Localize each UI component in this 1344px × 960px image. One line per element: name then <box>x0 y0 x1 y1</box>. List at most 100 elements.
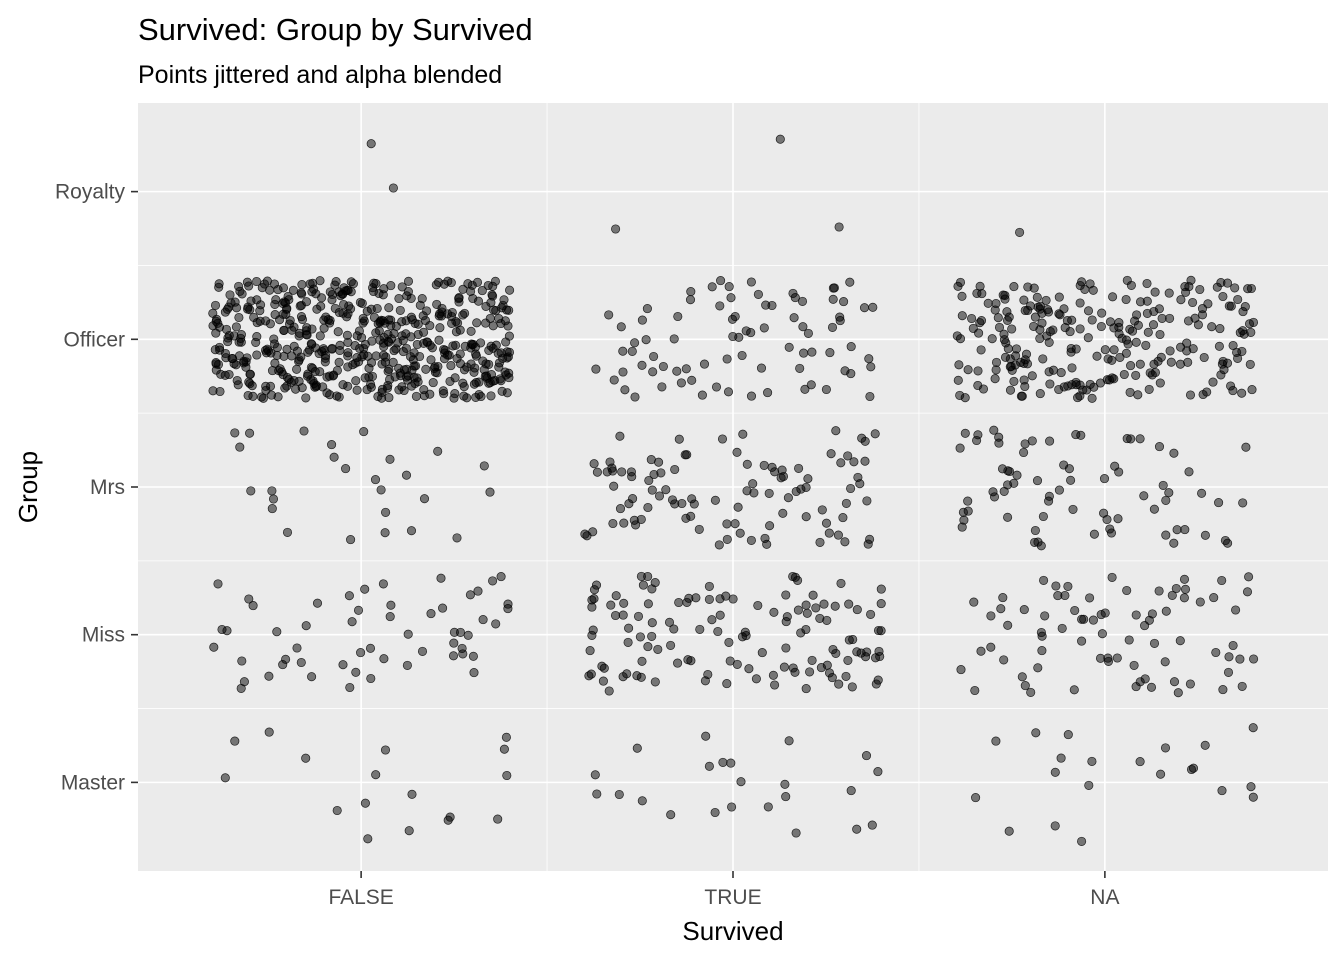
data-point-na-officer <box>1020 305 1030 316</box>
data-point-false-officer <box>438 386 448 396</box>
data-point-true-miss <box>632 671 642 681</box>
data-point-false-officer <box>282 381 292 391</box>
data-point-false-mrs <box>235 442 245 452</box>
data-point-na-officer <box>957 311 967 321</box>
data-point-true-mrs <box>580 529 590 539</box>
data-point-false-officer <box>425 340 435 350</box>
data-point-false-miss <box>448 651 459 661</box>
data-point-false-officer <box>473 296 484 306</box>
data-point-true-mrs <box>609 481 619 491</box>
data-point-na-mrs <box>963 496 973 506</box>
data-point-false-officer <box>245 369 255 379</box>
data-point-true-mrs <box>749 488 759 498</box>
data-point-true-officer <box>827 322 838 332</box>
data-point-na-officer <box>1020 381 1030 392</box>
data-point-true-mrs <box>783 493 793 503</box>
data-point-false-master <box>404 826 414 836</box>
data-point-na-master <box>1135 757 1145 767</box>
data-point-false-officer <box>401 329 411 339</box>
data-point-true-miss <box>650 677 660 687</box>
data-point-na-officer <box>1087 315 1097 325</box>
data-point-na-miss <box>1107 572 1117 582</box>
data-point-false-officer <box>296 288 306 298</box>
data-point-na-mrs <box>1223 538 1233 548</box>
data-point-false-officer <box>399 365 409 375</box>
data-point-false-officer <box>481 359 491 369</box>
data-point-na-officer <box>973 366 983 376</box>
data-point-false-officer <box>471 351 481 361</box>
data-point-true-mrs <box>849 457 859 467</box>
data-point-true-officer <box>637 315 647 325</box>
data-point-true-mrs <box>742 459 752 469</box>
data-point-false-miss <box>469 668 479 678</box>
data-point-na-officer <box>998 290 1008 300</box>
data-point-true-miss <box>669 624 679 634</box>
data-point-na-mrs <box>958 507 968 517</box>
data-point-na-officer <box>1131 370 1141 380</box>
data-point-na-mrs <box>1161 495 1171 505</box>
data-point-false-officer <box>282 373 293 383</box>
data-point-na-miss <box>1223 667 1234 677</box>
data-point-na-officer <box>1114 329 1124 339</box>
chart-subtitle: Points jittered and alpha blended <box>138 61 502 89</box>
data-point-false-mrs <box>341 464 351 474</box>
data-point-na-miss <box>1169 677 1180 687</box>
data-point-false-officer <box>458 378 468 388</box>
data-point-true-miss <box>753 600 763 611</box>
data-point-false-miss <box>307 672 317 682</box>
data-point-false-officer <box>488 305 499 315</box>
data-point-false-officer <box>229 331 239 341</box>
data-point-na-officer <box>1245 359 1255 369</box>
data-point-false-officer <box>413 377 423 387</box>
data-point-na-mrs <box>1200 530 1210 540</box>
data-point-true-mrs <box>619 518 629 528</box>
data-point-na-officer <box>1019 295 1029 305</box>
data-point-false-officer <box>502 388 512 398</box>
data-point-na-officer <box>1095 378 1106 388</box>
data-point-na-miss <box>969 597 979 607</box>
data-point-na-miss <box>1149 638 1160 648</box>
data-point-true-officer <box>591 364 601 374</box>
data-point-na-officer <box>1121 294 1131 305</box>
data-point-na-royalty <box>1015 227 1025 237</box>
data-point-false-master <box>332 805 342 816</box>
data-point-true-miss <box>604 686 614 696</box>
data-point-true-officer <box>829 283 839 293</box>
data-point-false-officer <box>398 347 408 357</box>
data-point-true-miss <box>876 626 886 636</box>
data-point-false-mrs <box>370 475 381 485</box>
data-point-true-miss <box>744 664 754 674</box>
data-point-false-officer <box>383 366 393 376</box>
data-point-true-miss <box>721 591 731 601</box>
data-point-true-miss <box>589 594 599 604</box>
data-point-na-mrs <box>1012 470 1022 480</box>
data-point-false-officer <box>242 277 252 287</box>
data-point-na-officer <box>1107 373 1117 383</box>
data-point-false-officer <box>352 385 362 395</box>
data-point-false-officer <box>501 337 511 347</box>
data-point-na-master <box>1031 728 1041 738</box>
data-point-na-mrs <box>960 428 970 438</box>
data-point-true-mrs <box>617 467 627 477</box>
data-point-na-officer <box>1092 351 1102 361</box>
data-point-na-miss <box>1242 587 1253 597</box>
data-point-na-officer <box>1157 313 1167 323</box>
data-point-false-officer <box>226 298 236 308</box>
data-point-na-miss <box>986 642 996 652</box>
data-point-na-officer <box>983 298 993 308</box>
data-point-na-mrs <box>1044 491 1054 501</box>
data-point-true-miss <box>586 669 596 679</box>
data-point-na-miss <box>1185 679 1195 689</box>
data-point-false-miss <box>488 576 498 586</box>
data-point-na-officer <box>1215 324 1225 334</box>
data-point-false-officer <box>334 357 344 367</box>
data-point-true-officer <box>800 384 810 394</box>
data-point-true-mrs <box>826 449 836 459</box>
data-point-false-miss <box>468 651 478 661</box>
data-point-false-officer <box>311 380 321 390</box>
data-point-na-officer <box>1199 352 1209 363</box>
data-point-false-officer <box>241 362 251 372</box>
data-point-false-mrs <box>406 526 417 536</box>
data-point-true-mrs <box>778 508 788 518</box>
data-point-true-miss <box>647 618 657 628</box>
